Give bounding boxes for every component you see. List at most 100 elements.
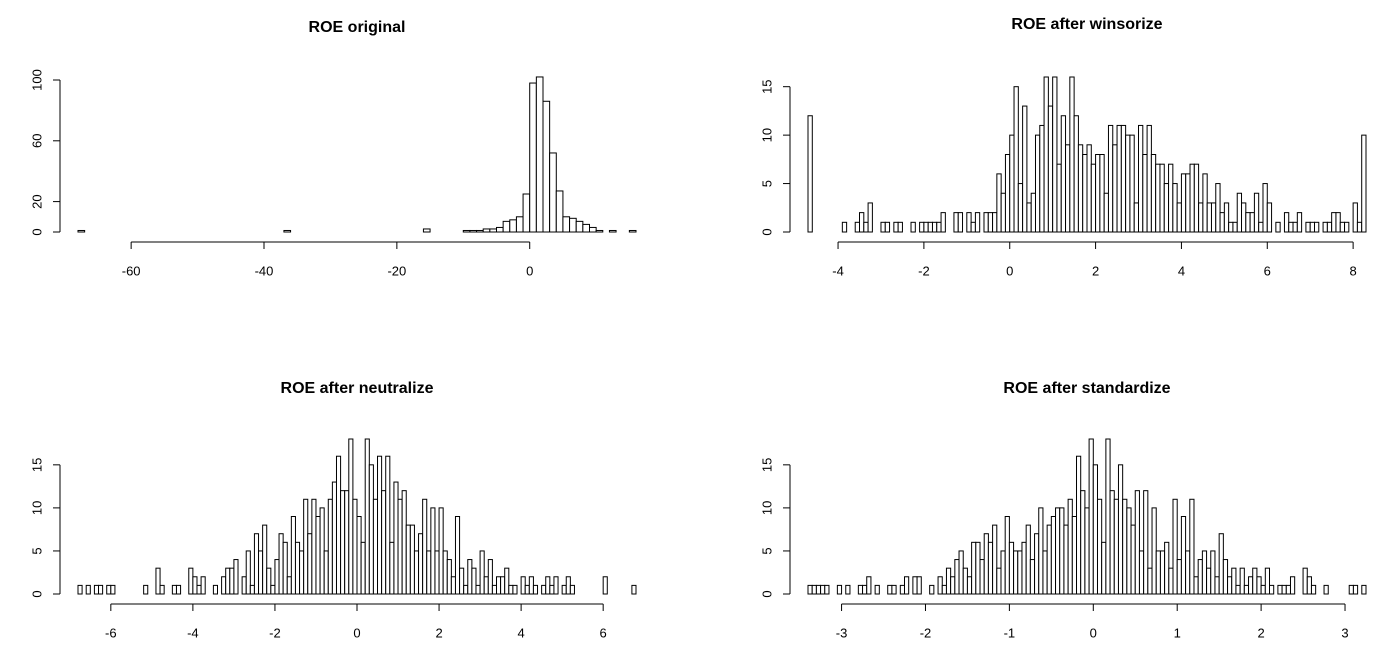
bar xyxy=(862,584,868,595)
bar xyxy=(377,455,383,595)
bar xyxy=(512,584,518,595)
bar xyxy=(1218,533,1224,595)
bar xyxy=(996,173,1002,233)
bar xyxy=(807,115,813,233)
bar xyxy=(502,220,511,233)
bar xyxy=(225,567,231,595)
bar xyxy=(836,584,843,595)
bar xyxy=(381,490,387,595)
bar xyxy=(1313,221,1320,233)
bar xyxy=(941,584,947,595)
bar xyxy=(1352,584,1359,595)
bar xyxy=(1000,550,1006,595)
chart-title: ROE original xyxy=(309,19,406,36)
bar xyxy=(515,216,524,233)
bar xyxy=(1004,516,1010,595)
bar xyxy=(77,584,83,595)
bar xyxy=(1099,154,1105,233)
bar xyxy=(893,221,899,233)
bar xyxy=(1168,163,1174,233)
x-tick-label: 8 xyxy=(1350,263,1357,278)
bar xyxy=(1197,559,1203,595)
bar xyxy=(996,567,1002,595)
bar xyxy=(422,498,428,595)
bar xyxy=(1227,576,1233,595)
bar xyxy=(1180,516,1187,595)
bar xyxy=(966,212,972,233)
bar xyxy=(315,516,321,595)
bar xyxy=(841,221,848,233)
y-tick-label: 5 xyxy=(759,180,774,187)
bar xyxy=(196,584,202,595)
bar xyxy=(409,524,415,595)
bar xyxy=(859,212,865,233)
bar xyxy=(931,221,938,233)
bar xyxy=(916,576,922,595)
bar xyxy=(245,550,251,595)
y-tick-label: 5 xyxy=(29,547,44,554)
bar xyxy=(143,584,149,595)
bar xyxy=(953,212,959,233)
bar xyxy=(508,584,514,595)
bar xyxy=(426,550,432,595)
bar xyxy=(1021,541,1027,595)
bar xyxy=(1172,498,1178,595)
bar xyxy=(1046,524,1052,595)
x-tick-label: -2 xyxy=(920,625,932,640)
bar xyxy=(282,541,288,595)
y-tick-label: 60 xyxy=(29,134,44,148)
bar xyxy=(171,584,177,595)
bar xyxy=(957,212,964,233)
x-tick-label: -2 xyxy=(269,625,281,640)
bar xyxy=(233,559,239,595)
bar xyxy=(562,216,571,233)
bar xyxy=(1344,221,1350,233)
bar xyxy=(422,228,431,233)
bar xyxy=(899,584,905,595)
bar xyxy=(1283,212,1290,233)
bar xyxy=(483,576,489,595)
bar xyxy=(595,229,604,233)
bar xyxy=(1126,507,1132,595)
bar xyxy=(1288,221,1294,233)
bar xyxy=(1055,507,1061,595)
bar xyxy=(542,100,551,233)
bar xyxy=(1206,567,1212,595)
bar xyxy=(565,576,571,595)
bar xyxy=(1004,154,1011,233)
bar xyxy=(1266,202,1273,233)
bar xyxy=(348,438,354,595)
y-tick-label: 0 xyxy=(759,590,774,597)
bar xyxy=(159,584,165,595)
bar xyxy=(1361,134,1367,233)
bar xyxy=(1309,221,1315,233)
bar xyxy=(945,567,952,595)
bar xyxy=(962,567,968,595)
bar xyxy=(1077,144,1084,233)
bar xyxy=(249,584,255,595)
bar xyxy=(1071,516,1078,595)
x-tick-label: -4 xyxy=(187,625,199,640)
bar xyxy=(979,559,985,595)
bar xyxy=(1069,76,1075,233)
bar xyxy=(983,533,989,595)
bar xyxy=(1090,163,1097,233)
bar xyxy=(1306,576,1312,595)
bar xyxy=(1008,541,1015,595)
bar xyxy=(1206,202,1212,233)
x-tick-label: -2 xyxy=(918,263,930,278)
bar xyxy=(1296,212,1303,233)
bar xyxy=(602,576,608,595)
bar xyxy=(212,584,219,595)
bar xyxy=(954,559,960,595)
bar xyxy=(974,212,981,233)
bar xyxy=(467,559,473,595)
bar xyxy=(1147,567,1153,595)
bar xyxy=(368,464,374,595)
bar xyxy=(110,584,116,595)
bar xyxy=(106,584,112,595)
bar xyxy=(936,221,942,233)
bar xyxy=(1356,221,1363,233)
bar xyxy=(522,193,531,233)
bar xyxy=(446,559,452,595)
